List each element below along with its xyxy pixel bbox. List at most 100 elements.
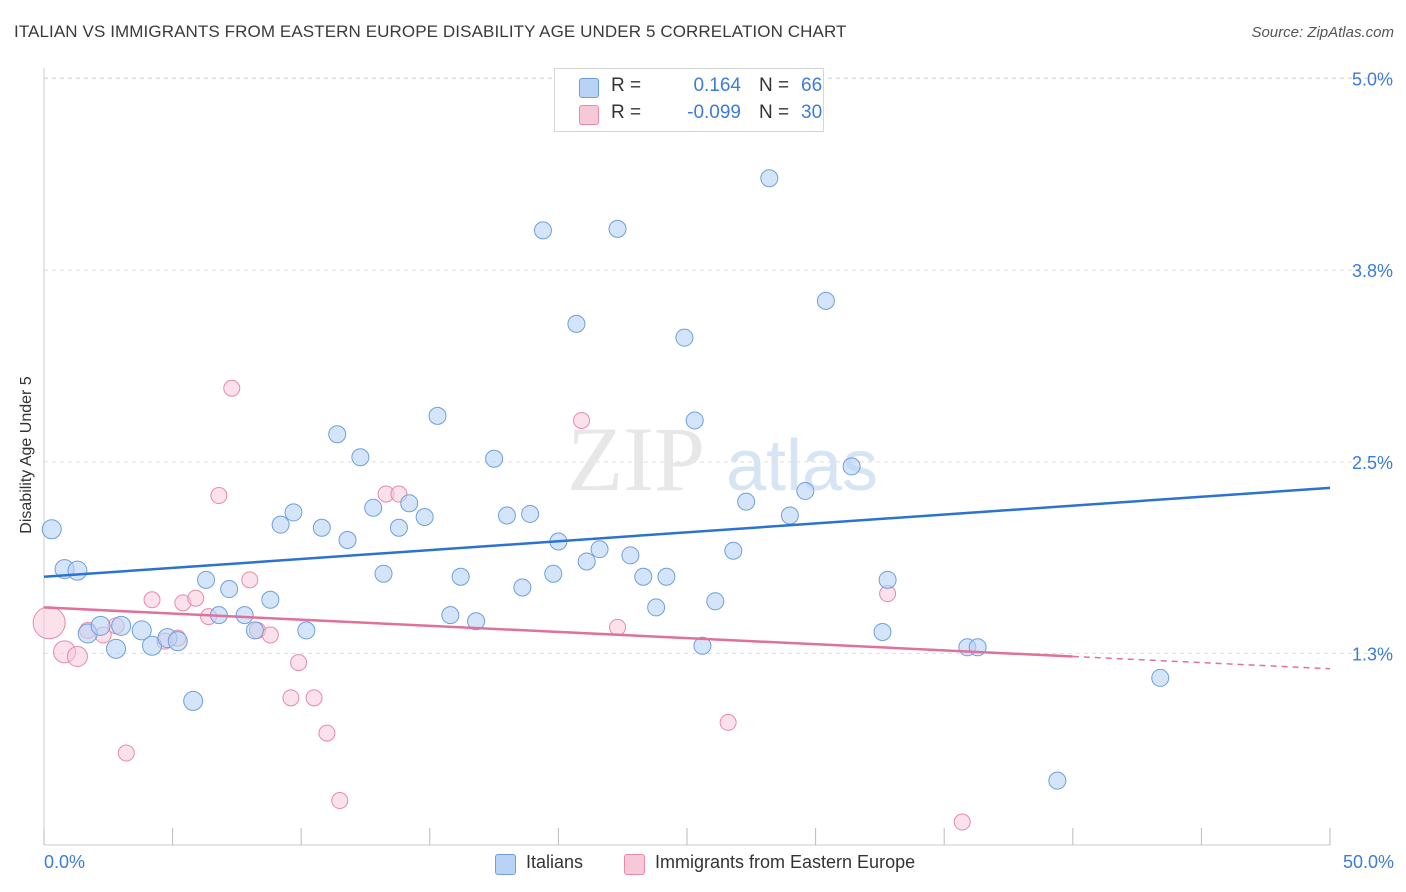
italians-point bbox=[90, 615, 111, 636]
italians-trend-line bbox=[43, 486, 1331, 579]
italians-point bbox=[284, 503, 303, 522]
legend-r-label: R = bbox=[611, 102, 642, 123]
italians-point bbox=[485, 449, 504, 468]
immigrants-point bbox=[318, 724, 336, 742]
y-tick-label: 3.8% bbox=[1352, 261, 1393, 281]
legend-r-label: R = bbox=[611, 75, 642, 96]
watermark-zip: ZIP bbox=[567, 408, 705, 510]
italians-point bbox=[706, 592, 725, 611]
italians-point bbox=[657, 567, 676, 586]
italians-point bbox=[131, 620, 152, 641]
stats-legend: R = 0.164 N = 66 R = -0.099 N = 30 bbox=[554, 68, 824, 132]
italians-point bbox=[842, 457, 861, 476]
x-axis-ticks bbox=[43, 828, 1331, 845]
x-tick-label-max: 50.0% bbox=[1342, 852, 1394, 872]
trend-lines bbox=[43, 486, 1331, 670]
italians-point bbox=[621, 546, 640, 565]
italians-point bbox=[220, 580, 239, 599]
y-axis-tick-labels: 1.3% 2.5% 3.8% 5.0% bbox=[1352, 70, 1393, 665]
legend-n-label: N = bbox=[759, 102, 790, 123]
legend-r-value: -0.099 bbox=[687, 102, 741, 123]
italians-point bbox=[685, 411, 704, 430]
italians-point bbox=[816, 291, 835, 310]
immigrants-point bbox=[66, 645, 88, 667]
x-tick-label-min: 0.0% bbox=[44, 852, 86, 872]
italians-point bbox=[544, 564, 563, 583]
immigrants-point bbox=[331, 792, 349, 810]
italians-point bbox=[245, 621, 264, 640]
bottom-legend-swatch-immigrants bbox=[624, 854, 645, 875]
immigrants-point bbox=[187, 589, 205, 607]
italians-point bbox=[467, 612, 486, 631]
immigrants-point bbox=[609, 618, 627, 636]
italians-point bbox=[328, 425, 347, 444]
italians-point bbox=[106, 638, 127, 659]
immigrants-trend-extension bbox=[1072, 655, 1331, 670]
italians-point bbox=[338, 530, 357, 549]
immigrants-trend-line bbox=[43, 606, 1073, 658]
immigrants-point bbox=[305, 689, 323, 707]
y-tick-label: 2.5% bbox=[1352, 453, 1393, 473]
italians-point bbox=[41, 519, 62, 540]
chart-title: ITALIAN VS IMMIGRANTS FROM EASTERN EUROP… bbox=[14, 22, 847, 41]
italians-point bbox=[521, 504, 540, 523]
italians-point bbox=[428, 406, 447, 425]
bottom-legend-label: Immigrants from Eastern Europe bbox=[655, 852, 916, 872]
immigrants-point bbox=[282, 689, 300, 707]
italians-point bbox=[693, 636, 712, 655]
immigrants-point bbox=[32, 606, 66, 640]
legend-n-value: 30 bbox=[801, 102, 823, 123]
immigrants-point bbox=[719, 713, 737, 731]
italians-point bbox=[873, 622, 892, 641]
italians-point bbox=[167, 631, 188, 652]
italians-point bbox=[183, 690, 204, 711]
italians-point bbox=[567, 314, 586, 333]
italians-point bbox=[760, 169, 779, 188]
legend-swatch-immigrants bbox=[579, 105, 599, 125]
italians-point bbox=[197, 570, 216, 589]
bottom-legend-label: Italians bbox=[526, 852, 584, 872]
italians-point bbox=[647, 598, 666, 617]
bottom-legend-swatch-italians bbox=[495, 854, 516, 875]
italians-point bbox=[533, 221, 552, 240]
legend-n-value: 66 bbox=[801, 75, 823, 96]
legend-r-value: 0.164 bbox=[693, 75, 741, 96]
italians-point bbox=[634, 567, 653, 586]
y-tick-label: 5.0% bbox=[1352, 70, 1393, 90]
immigrants-point bbox=[953, 813, 971, 831]
italians-point bbox=[312, 518, 331, 537]
italians-point bbox=[577, 552, 596, 571]
y-axis-label: Disability Age Under 5 bbox=[18, 376, 35, 534]
italians-point bbox=[497, 506, 516, 525]
italians-point bbox=[261, 590, 280, 609]
italians-point bbox=[780, 506, 799, 525]
legend-n-label: N = bbox=[759, 75, 790, 96]
italians-point bbox=[724, 541, 743, 560]
italians-point bbox=[675, 328, 694, 347]
immigrants-point bbox=[117, 744, 135, 762]
immigrants-point bbox=[261, 626, 279, 644]
italians-point bbox=[235, 606, 254, 625]
italians-point bbox=[67, 560, 88, 581]
immigrants-point bbox=[241, 571, 259, 589]
italians-point bbox=[513, 578, 532, 597]
italians-point bbox=[796, 481, 815, 500]
bottom-legend: Italians Immigrants from Eastern Europe bbox=[0, 852, 1406, 876]
italians-point bbox=[351, 448, 370, 467]
legend-swatch-italians bbox=[579, 78, 599, 98]
italians-point bbox=[364, 498, 383, 517]
gridlines bbox=[44, 77, 1392, 654]
series-italians bbox=[41, 169, 1170, 790]
italians-point bbox=[878, 570, 897, 589]
italians-point bbox=[415, 508, 434, 527]
immigrants-point bbox=[573, 411, 591, 429]
italians-point bbox=[608, 219, 627, 238]
source-credit: Source: ZipAtlas.com bbox=[1251, 24, 1394, 41]
italians-point bbox=[590, 540, 609, 559]
italians-point bbox=[271, 515, 290, 534]
immigrants-point bbox=[210, 487, 228, 505]
italians-point bbox=[400, 494, 419, 513]
immigrants-point bbox=[290, 654, 308, 672]
italians-point bbox=[111, 615, 132, 636]
